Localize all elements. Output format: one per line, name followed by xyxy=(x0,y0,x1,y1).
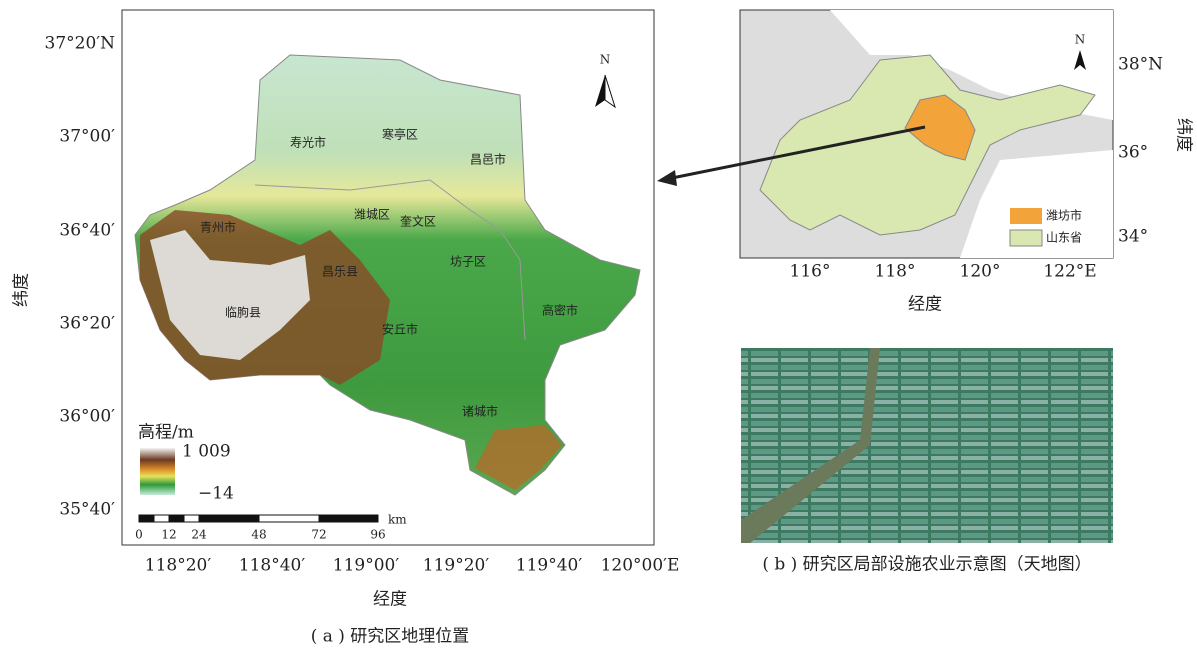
caption: ( a ) 研究区地理位置 xyxy=(311,627,470,647)
lat-label: 36°40′ xyxy=(59,221,115,241)
elevation-legend xyxy=(140,448,175,495)
arrow-head xyxy=(657,170,677,186)
scale-tick: 0 xyxy=(135,528,143,542)
south-hills xyxy=(475,425,562,490)
place-label: 昌乐县 xyxy=(322,265,358,279)
inset-lon-label: 122°E xyxy=(1043,262,1096,282)
inset-legend: 山东省 xyxy=(1046,231,1082,245)
lat-label: 37°00′ xyxy=(59,127,115,147)
scale-tick: 72 xyxy=(311,528,326,542)
legend-min: −14 xyxy=(198,484,234,504)
scale-tick: 96 xyxy=(370,528,385,542)
place-label: 青州市 xyxy=(200,220,236,235)
inset-lon-label: 118° xyxy=(875,262,916,282)
place-label: 潍城区 xyxy=(354,208,390,222)
inset-lat-label: 36° xyxy=(1118,143,1148,163)
lon-label: 118°40′ xyxy=(239,556,306,576)
north-label: N xyxy=(600,53,611,67)
legend-max: 1 009 xyxy=(182,442,231,462)
satellite-image xyxy=(741,348,1113,543)
y-title: 纬度 xyxy=(12,273,32,307)
scale-tick: 48 xyxy=(251,528,266,542)
place-label: 寒亭区 xyxy=(382,127,418,142)
lon-label: 119°00′ xyxy=(333,556,400,576)
caption: ( b ) 研究区局部设施农业示意图（天地图） xyxy=(762,555,1091,575)
lon-label: 118°20′ xyxy=(145,556,212,576)
district-borders xyxy=(254,179,526,341)
inset-lon-label: 116° xyxy=(790,262,831,282)
north-arrow xyxy=(595,75,605,107)
place-label: 坊子区 xyxy=(450,254,486,269)
inset-lat-label: 34° xyxy=(1118,227,1148,247)
road xyxy=(741,348,880,543)
legend-swatch xyxy=(1009,229,1043,247)
inset-north: N xyxy=(1075,33,1086,47)
weifang xyxy=(904,94,976,161)
lat-label: 36°00′ xyxy=(59,407,115,427)
place-label: 安丘市 xyxy=(382,322,418,337)
scale-tick: 24 xyxy=(191,528,207,542)
scale-bar xyxy=(138,514,379,523)
lat-label: 36°20′ xyxy=(59,314,115,334)
inset-lat-label: 38°N xyxy=(1118,55,1163,75)
north-arrow-half xyxy=(604,74,616,109)
place-label: 临朐县 xyxy=(225,305,261,320)
legend-swatch xyxy=(1010,208,1042,224)
legend-title: 高程/m xyxy=(138,423,194,443)
peaks xyxy=(150,230,310,360)
inset-y-title: 纬度 xyxy=(1174,118,1194,152)
x-title: 经度 xyxy=(373,590,407,610)
place-label: 高密市 xyxy=(542,303,578,318)
place-label: 诸城市 xyxy=(462,404,498,419)
lon-label: 120°00′E xyxy=(601,556,680,576)
study-area xyxy=(134,54,641,496)
place-label: 寿光市 xyxy=(290,135,326,150)
lat-label: 37°20′N xyxy=(45,34,116,54)
lon-label: 119°40′ xyxy=(516,556,583,576)
inset-north-arrow xyxy=(1074,50,1086,70)
inset-lon-label: 120° xyxy=(960,262,1001,282)
inset-x-title: 经度 xyxy=(908,295,942,315)
arrow xyxy=(671,125,926,180)
sea xyxy=(830,10,1113,258)
place-label: 昌邑市 xyxy=(470,152,506,167)
lon-label: 119°20′ xyxy=(423,556,490,576)
place-label: 奎文区 xyxy=(400,214,436,229)
scale-unit: km xyxy=(388,513,407,527)
scale-tick: 12 xyxy=(161,528,176,542)
lat-label: 35°40′ xyxy=(59,500,115,520)
inset-legend: 潍坊市 xyxy=(1046,208,1082,223)
